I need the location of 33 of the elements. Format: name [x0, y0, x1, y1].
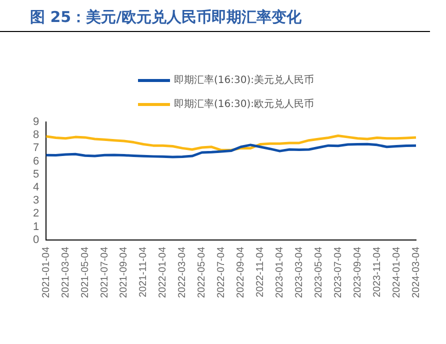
- x-tick-label: 2021-11-04: [138, 246, 150, 298]
- y-tick-label: 7: [32, 142, 40, 154]
- y-tick-label: 5: [32, 168, 40, 180]
- x-tick-label: 2022-11-04: [255, 246, 266, 298]
- y-tick-label: 0: [32, 234, 40, 246]
- x-tick-label: 2021-09-04: [118, 246, 130, 298]
- y-tick-label: 6: [32, 155, 40, 168]
- y-tick-label: 3: [32, 194, 40, 207]
- x-tick-label: 2022-03-04: [177, 246, 188, 298]
- y-tick-label: 9: [32, 116, 40, 128]
- x-tick-label: 2023-03-04: [294, 246, 305, 298]
- y-tick-label: 1: [32, 220, 40, 233]
- y-tick-label: 8: [32, 129, 40, 142]
- x-tick-label: 2024-01-04: [391, 246, 402, 298]
- x-tick-label: 2022-07-04: [216, 246, 228, 298]
- x-tick-label: 2023-09-04: [352, 246, 364, 298]
- x-tick-label: 2023-07-04: [332, 246, 344, 298]
- x-tick-label: 2022-05-04: [196, 246, 208, 298]
- x-tick-label: 2021-05-04: [80, 246, 91, 298]
- x-tick-label: 2023-05-04: [313, 246, 324, 298]
- x-tick-label: 2023-01-04: [274, 246, 286, 298]
- legend-label: 即期汇率(16:30):欧元兑人民币: [174, 98, 314, 111]
- x-tick-label: 2021-03-04: [60, 246, 72, 298]
- x-tick-label: 2023-11-04: [372, 246, 383, 298]
- x-tick-label: 2022-01-04: [158, 246, 169, 298]
- y-tick-label: 4: [32, 182, 40, 194]
- x-tick-label: 2021-07-04: [99, 246, 110, 298]
- x-tick-label: 2022-09-04: [236, 246, 247, 298]
- chart-title: 图 25：美元/欧元兑人民币即期汇率变化: [30, 8, 302, 27]
- x-tick-label: 2024-03-04: [410, 246, 422, 298]
- y-tick-label: 2: [32, 208, 40, 220]
- x-tick-label: 2021-01-04: [40, 246, 52, 298]
- legend-label: 即期汇率(16:30):美元兑人民币: [174, 74, 314, 87]
